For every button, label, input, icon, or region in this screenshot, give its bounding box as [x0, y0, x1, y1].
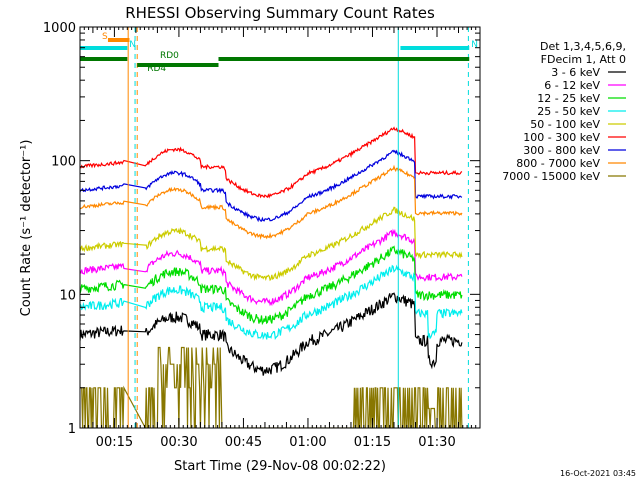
series-line-5: [80, 126, 463, 199]
flag-bar-label: RD0: [160, 51, 179, 61]
flag-bar: [218, 57, 470, 61]
legend-label: 25 - 50 keV: [537, 105, 600, 118]
x-tick-label: 00:45: [225, 435, 262, 450]
x-tick-label: 00:30: [160, 435, 197, 450]
chart-title: RHESSI Observing Summary Count Rates: [125, 4, 435, 22]
series-group: [80, 27, 470, 428]
flag-bar-label: N: [129, 40, 136, 50]
legend-header-line: FDecim 1, Att 0: [541, 53, 626, 66]
flag-bar: [80, 46, 128, 50]
y-tick-label: 10: [59, 288, 76, 303]
plot-frame: [79, 26, 481, 429]
legend-label: 7000 - 15000 keV: [502, 170, 600, 183]
legend-header-line: Det 1,3,4,5,6,9,: [540, 40, 626, 53]
x-tick-label: 01:15: [354, 435, 391, 450]
legend-label: 12 - 25 keV: [537, 92, 600, 105]
legend-label: 300 - 800 keV: [523, 144, 600, 157]
series-line-1: [80, 228, 463, 307]
legend-label: 800 - 7000 keV: [516, 157, 600, 170]
y-tick-label: 1000: [43, 21, 76, 36]
series-line-2: [80, 245, 463, 326]
timestamp: 16-Oct-2021 03:45: [560, 469, 636, 478]
legend-label: 50 - 100 keV: [530, 118, 600, 131]
series-line-6: [80, 149, 463, 223]
series-line-8: [80, 346, 463, 428]
x-axis-label: Start Time (29-Nov-08 00:02:22): [174, 459, 386, 474]
legend-label: 3 - 6 keV: [551, 66, 600, 79]
x-tick-label: 01:00: [289, 435, 326, 450]
x-tick-label: 00:15: [96, 435, 133, 450]
series-line-4: [80, 206, 463, 282]
flag-bar: [400, 46, 470, 50]
legend: Det 1,3,4,5,6,9, FDecim 1, Att 0 3 - 6 k…: [502, 40, 626, 183]
series-line-0: [80, 292, 463, 376]
flag-bar: [80, 57, 128, 61]
flag-bar-label: N: [471, 40, 478, 50]
x-tick-label: 01:30: [418, 435, 455, 450]
y-axis-label: Count Rate (s⁻¹ detector⁻¹): [19, 140, 34, 317]
plot-area: S N N RD0 RD4 1 10 100 1000 00:15 00:30 00:45 01:00 0…: [43, 21, 481, 450]
flag-bar: [107, 38, 130, 42]
y-tick-label: 1: [68, 422, 76, 437]
y-tick-label: 100: [51, 155, 76, 170]
series-line-7: [80, 164, 463, 241]
flag-bar-label: S: [102, 32, 108, 42]
flag-bar-label: RD4: [147, 64, 166, 74]
flag-bar: [137, 63, 219, 67]
legend-label: 100 - 300 keV: [523, 131, 600, 144]
series-line-3: [80, 264, 463, 341]
legend-label: 6 - 12 keV: [544, 79, 600, 92]
